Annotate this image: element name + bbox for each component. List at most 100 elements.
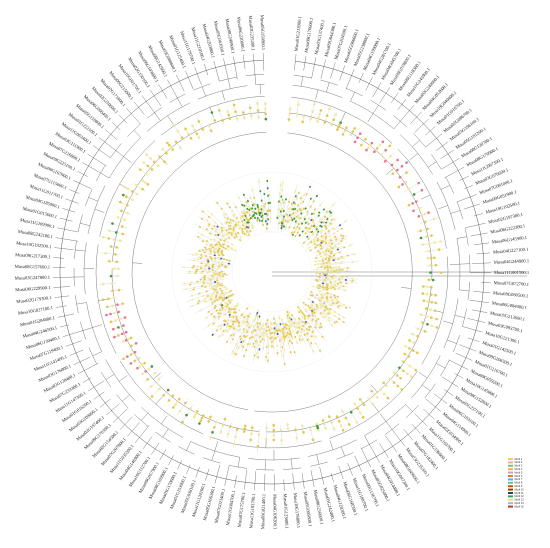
inner-motif-mark bbox=[267, 344, 270, 347]
motif-mark bbox=[319, 109, 323, 112]
leaf-label: Musa03G137400.1 bbox=[314, 19, 326, 55]
inner-track bbox=[234, 320, 251, 358]
motif-mark bbox=[426, 227, 429, 231]
inner-motif-mark bbox=[200, 284, 204, 287]
clade-stem bbox=[141, 413, 148, 421]
inner-motif-mark bbox=[223, 216, 227, 219]
clade-arc bbox=[155, 431, 171, 443]
leaf-label: Musa01G204800.1 bbox=[20, 315, 56, 327]
motif-mark bbox=[272, 428, 276, 432]
inner-motif-mark bbox=[192, 288, 195, 291]
inner-motif-mark bbox=[230, 209, 234, 213]
inner-motif-mark bbox=[342, 285, 345, 288]
inner-motif-mark bbox=[225, 229, 228, 232]
inner-motif-mark bbox=[208, 252, 211, 255]
clade-stem bbox=[385, 421, 393, 430]
leaf-branch bbox=[425, 133, 443, 148]
leaf-label: Musa05G242400.1 bbox=[323, 487, 336, 523]
clade-stem bbox=[227, 78, 231, 89]
motif-mark bbox=[425, 285, 429, 289]
inner-motif-mark bbox=[229, 289, 232, 292]
motif-mark bbox=[218, 109, 221, 112]
inner-motif-mark bbox=[238, 335, 242, 338]
inner-track bbox=[257, 203, 261, 216]
inner-motif-mark bbox=[205, 316, 208, 319]
motif-mark bbox=[272, 433, 276, 437]
inner-track bbox=[203, 217, 233, 241]
inner-motif-mark bbox=[213, 224, 216, 228]
inner-motif-mark bbox=[283, 362, 286, 365]
leaf-branch bbox=[467, 318, 486, 323]
inner-motif-mark bbox=[232, 315, 235, 319]
leaf-branch bbox=[214, 464, 221, 484]
inner-motif-mark bbox=[236, 221, 240, 224]
inner-motif-mark bbox=[272, 346, 275, 349]
clade-arc bbox=[73, 268, 75, 287]
motif-mark bbox=[228, 117, 231, 120]
inner-motif-mark bbox=[327, 229, 331, 233]
motif-mark bbox=[176, 129, 180, 133]
legend-label: Motif 15 bbox=[515, 504, 525, 508]
inner-motif-mark bbox=[285, 323, 288, 327]
inner-motif-mark bbox=[225, 213, 228, 216]
inner-motif-mark bbox=[203, 251, 206, 254]
leaf-branch bbox=[440, 149, 454, 160]
leaf-label-ring: Musa01G213900.1 Musa09G176600.1 Musa03G137… bbox=[15, 15, 530, 530]
inner-motif-mark bbox=[201, 249, 205, 252]
inner-motif-mark bbox=[201, 270, 204, 273]
inner-motif-mark bbox=[336, 282, 340, 285]
inner-motif-mark bbox=[229, 334, 233, 337]
clade-stem bbox=[259, 84, 261, 95]
inner-motif-mark bbox=[333, 296, 337, 299]
inner-motif-mark bbox=[219, 312, 222, 315]
inner-motif-mark bbox=[253, 213, 256, 216]
leaf-label: Musa06G229900.1 bbox=[15, 285, 51, 293]
inner-motif-mark bbox=[253, 320, 256, 323]
inner-motif-mark bbox=[234, 205, 238, 209]
inner-motif-mark bbox=[308, 230, 312, 234]
inner-motif-mark bbox=[315, 256, 318, 260]
inner-motif-mark bbox=[308, 306, 312, 309]
leaf-branch bbox=[414, 118, 429, 133]
inner-motif-mark bbox=[247, 315, 250, 318]
leaf-branch bbox=[55, 305, 67, 308]
inner-motif-mark bbox=[286, 316, 289, 319]
inner-motif-mark bbox=[294, 317, 297, 321]
inner-motif-mark bbox=[282, 342, 285, 345]
clade-arc bbox=[95, 244, 117, 354]
inner-track bbox=[221, 293, 234, 301]
inner-motif-mark bbox=[345, 282, 348, 285]
inner-motif-mark bbox=[315, 318, 319, 321]
inner-motif-mark bbox=[242, 319, 245, 323]
inner-motif-mark bbox=[258, 180, 260, 183]
inner-motif-mark bbox=[321, 257, 324, 260]
inner-motif-mark bbox=[214, 296, 218, 299]
inner-motif-mark bbox=[301, 320, 304, 324]
inner-motif-mark bbox=[346, 270, 349, 273]
inner-motif-mark bbox=[209, 297, 212, 300]
inner-motif-mark bbox=[224, 313, 228, 317]
inner-track bbox=[323, 274, 349, 277]
clade-stem bbox=[379, 413, 387, 422]
inner-motif-mark bbox=[306, 229, 310, 233]
inner-motif-mark bbox=[242, 210, 245, 213]
motif-mark bbox=[328, 107, 331, 111]
inner-motif-mark bbox=[207, 266, 210, 268]
inner-motif-mark bbox=[316, 243, 319, 247]
inner-motif-mark bbox=[304, 232, 307, 235]
inner-motif-mark bbox=[329, 269, 332, 272]
inner-track bbox=[203, 289, 234, 303]
legend-label: Motif 10 bbox=[515, 487, 525, 491]
inner-track bbox=[297, 306, 306, 318]
inner-motif-mark bbox=[294, 195, 297, 198]
clade-stem bbox=[438, 205, 448, 210]
inner-motif-mark bbox=[285, 334, 288, 337]
motif-mark bbox=[108, 229, 111, 233]
inner-motif-mark bbox=[302, 324, 305, 328]
inner-motif-mark bbox=[311, 233, 315, 236]
legend-label: Motif 4 bbox=[515, 467, 523, 471]
inner-motif-mark bbox=[265, 227, 268, 230]
motif-mark bbox=[323, 121, 327, 124]
inner-motif-mark bbox=[325, 288, 329, 291]
inner-motif-mark bbox=[292, 226, 296, 230]
